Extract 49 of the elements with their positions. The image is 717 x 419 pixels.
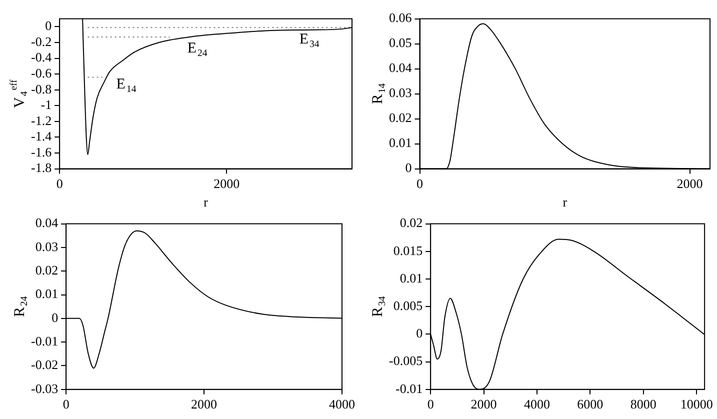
x-axis-title: r <box>562 194 568 210</box>
y-tick-label: 0.04 <box>35 215 59 230</box>
x-tick-label: 4000 <box>329 396 355 412</box>
x-tick-label: 2000 <box>676 176 703 192</box>
y-tick-label: 0.02 <box>400 215 423 230</box>
y-axis-title: R24 <box>12 296 30 317</box>
y-tick-label: 0.01 <box>400 270 423 286</box>
y-tick-label: -0.4 <box>30 50 52 65</box>
y-tick-label: -0.02 <box>30 357 58 372</box>
y-tick-label: 0.02 <box>35 262 58 278</box>
y-tick-label: 0.02 <box>389 110 412 126</box>
y-tick-label: 0.005 <box>393 298 423 314</box>
x-tick-label: 2000 <box>191 396 218 412</box>
y-tick-label: 0.03 <box>389 85 412 100</box>
y-axis-title: R14 <box>370 83 388 104</box>
y-tick-label: 0.01 <box>389 135 412 150</box>
x-tick-label: 0 <box>427 396 434 412</box>
y-tick-label: -1 <box>40 97 52 112</box>
x-tick-label: 4000 <box>524 396 550 412</box>
y-tick-label: 0.01 <box>35 286 58 302</box>
y-axis-title: V4eff <box>8 78 30 108</box>
x-tick-label: 10000 <box>680 396 713 412</box>
x-tick-label: 2000 <box>470 396 497 412</box>
y-tick-label: 0 <box>45 18 52 34</box>
y-tick-label: 0.015 <box>393 242 423 258</box>
y-tick-label: -0.2 <box>30 34 52 49</box>
y-tick-label: -0.03 <box>30 380 58 396</box>
y-tick-label: -0.01 <box>30 334 58 349</box>
y-tick-label: -1.2 <box>30 112 52 128</box>
x-tick-label: 0 <box>62 396 70 412</box>
y-tick-label: 0.04 <box>389 60 412 76</box>
x-tick-label: 2000 <box>214 176 240 192</box>
y-tick-label: 0 <box>416 326 423 341</box>
y-tick-label: 0 <box>405 160 412 176</box>
y-axis-title: R34 <box>370 296 388 317</box>
y-tick-label: 0.05 <box>389 35 412 50</box>
y-tick-label: -0.8 <box>30 81 52 96</box>
y-tick-label: -0.6 <box>30 65 52 80</box>
y-tick-label: -1.8 <box>30 160 52 176</box>
y-tick-label: 0.03 <box>35 238 58 254</box>
y-tick-label: 0.06 <box>389 10 412 26</box>
x-axis-title: r <box>204 194 209 210</box>
y-tick-label: -0.01 <box>395 380 423 396</box>
x-tick-label: 6000 <box>577 396 604 412</box>
y-tick-label: -1.6 <box>30 144 52 160</box>
y-tick-label: -1.4 <box>30 128 52 144</box>
y-tick-label: -0.005 <box>388 353 423 368</box>
x-tick-label: 8000 <box>630 396 656 412</box>
y-tick-label: 0 <box>52 310 58 325</box>
